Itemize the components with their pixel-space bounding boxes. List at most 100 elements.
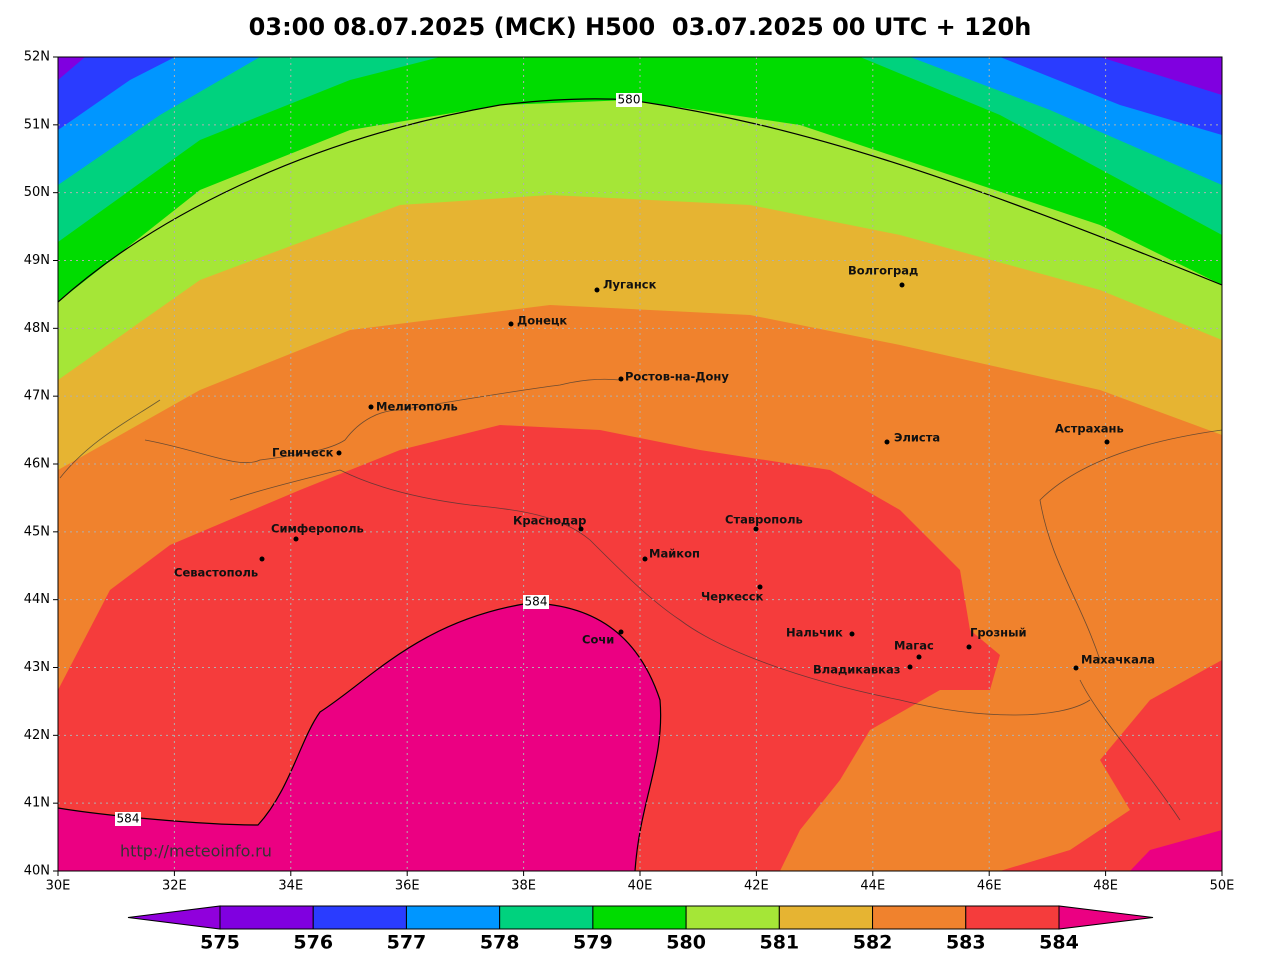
lon-tick-label: 50E: [1210, 879, 1235, 894]
coastline: [59, 378, 1222, 821]
city-dot: [594, 287, 600, 293]
colorbar-segment: [219, 905, 314, 930]
colorbar-extension: [127, 905, 221, 930]
lat-tick-label: 44N: [24, 592, 50, 607]
colorbar-segment: [312, 905, 407, 930]
city-dot: [259, 556, 265, 562]
lat-tick-label: 41N: [24, 796, 50, 811]
city-label: Мелитополь: [376, 400, 458, 414]
colorbar-label: 577: [387, 932, 427, 954]
lat-tick-label: 49N: [24, 253, 50, 268]
title: 03:00 08.07.2025 (МСК) H500 03.07.2025 0…: [249, 13, 1032, 41]
band: [58, 57, 1222, 302]
band: [1100, 57, 1222, 95]
isoline: [58, 602, 662, 871]
band: [58, 603, 661, 871]
city-dot: [618, 376, 624, 382]
lon-tick-label: 40E: [628, 879, 653, 894]
contour-label-box: [616, 93, 642, 107]
map-frame: [57, 56, 1223, 872]
colorbar-label: 580: [666, 932, 706, 954]
city-dot: [757, 584, 763, 590]
colorbar: 575 576 577 578 579 580 581 582 583 584: [127, 905, 1154, 954]
lat-tick-label: 45N: [24, 524, 50, 539]
city-dot: [293, 536, 299, 542]
city-label: Ставрополь: [725, 513, 803, 527]
colorbar-segment: [872, 905, 967, 930]
colorbar-label: 583: [946, 932, 986, 954]
city-label: Ростов-на-Дону: [625, 370, 729, 384]
colorbar-label: 584: [1039, 932, 1079, 954]
lat-tick-label: 47N: [24, 389, 50, 404]
contour-label-box: [115, 812, 141, 826]
lon-tick-label: 34E: [278, 879, 303, 894]
lat-tick-label: 40N: [24, 864, 50, 879]
colorbar-label: 579: [573, 932, 613, 954]
lon-tick-label: 30E: [46, 879, 71, 894]
colorbar-label: 575: [200, 932, 240, 954]
city-label: Краснодар: [513, 514, 586, 528]
city-dot: [336, 450, 342, 456]
city-label: Элиста: [894, 431, 940, 445]
band: [58, 57, 85, 80]
city-dot: [1073, 665, 1079, 671]
city-label: Симферополь: [271, 522, 364, 536]
city-label: Черкесск: [701, 590, 764, 604]
colorbar-segment: [499, 905, 594, 930]
city-dot: [907, 664, 913, 670]
contour-label: 580: [618, 93, 641, 107]
city-dot: [753, 526, 759, 532]
city-dot: [642, 556, 648, 562]
city-label: Майкоп: [649, 547, 700, 561]
city-label: Сочи: [582, 633, 614, 647]
lon-tick-label: 48E: [1093, 879, 1118, 894]
lon-tick-label: 36E: [395, 879, 420, 894]
lon-tick-label: 42E: [744, 879, 769, 894]
city-dot: [578, 526, 584, 532]
source-url: http://meteoinfo.ru: [120, 842, 272, 861]
city-label: Магас: [894, 639, 934, 653]
band: [1130, 830, 1222, 871]
lat-tick-label: 51N: [24, 117, 50, 132]
lat-tick-label: 42N: [24, 728, 50, 743]
lon-tick-label: 44E: [860, 879, 885, 894]
lat-tick-label: 50N: [24, 185, 50, 200]
colorbar-segment: [405, 905, 501, 930]
colorbar-segment: [685, 905, 780, 930]
city-dot: [884, 439, 890, 445]
colorbar-segment: [778, 905, 874, 930]
colorbar-segment: [965, 905, 1060, 930]
city-dot: [508, 321, 514, 327]
city-label: Нальчик: [786, 626, 843, 640]
city-label: Владикавказ: [813, 663, 900, 677]
city-label: Грозный: [970, 626, 1027, 640]
city-label: Луганск: [603, 278, 657, 292]
colorbar-label: 576: [293, 932, 333, 954]
lat-tick-label: 48N: [24, 321, 50, 336]
isoline: [58, 98, 1222, 303]
colorbar-label: 582: [853, 932, 893, 954]
city-dot: [966, 644, 972, 650]
city-label: Астрахань: [1055, 422, 1124, 436]
colorbar-extension: [1058, 905, 1154, 930]
city-dot: [849, 631, 855, 637]
city-dot: [618, 629, 624, 635]
city-dot: [916, 654, 922, 660]
band: [1000, 660, 1222, 871]
lon-tick-label: 38E: [511, 879, 536, 894]
lat-tick-label: 46N: [24, 457, 50, 472]
city-label: Волгоград: [848, 264, 918, 278]
city-dot: [899, 282, 905, 288]
city-dot: [1104, 439, 1110, 445]
contour-label-box: [523, 595, 549, 609]
lon-tick-label: 46E: [977, 879, 1002, 894]
contour-label: 584: [525, 595, 548, 609]
city-label: Махачкала: [1081, 653, 1155, 667]
lat-tick-label: 52N: [24, 50, 50, 65]
city-label: Донецк: [517, 314, 567, 328]
lat-tick-label: 43N: [24, 660, 50, 675]
colorbar-segment: [592, 905, 687, 930]
contour-label: 584: [117, 812, 140, 826]
city-dot: [368, 404, 374, 410]
